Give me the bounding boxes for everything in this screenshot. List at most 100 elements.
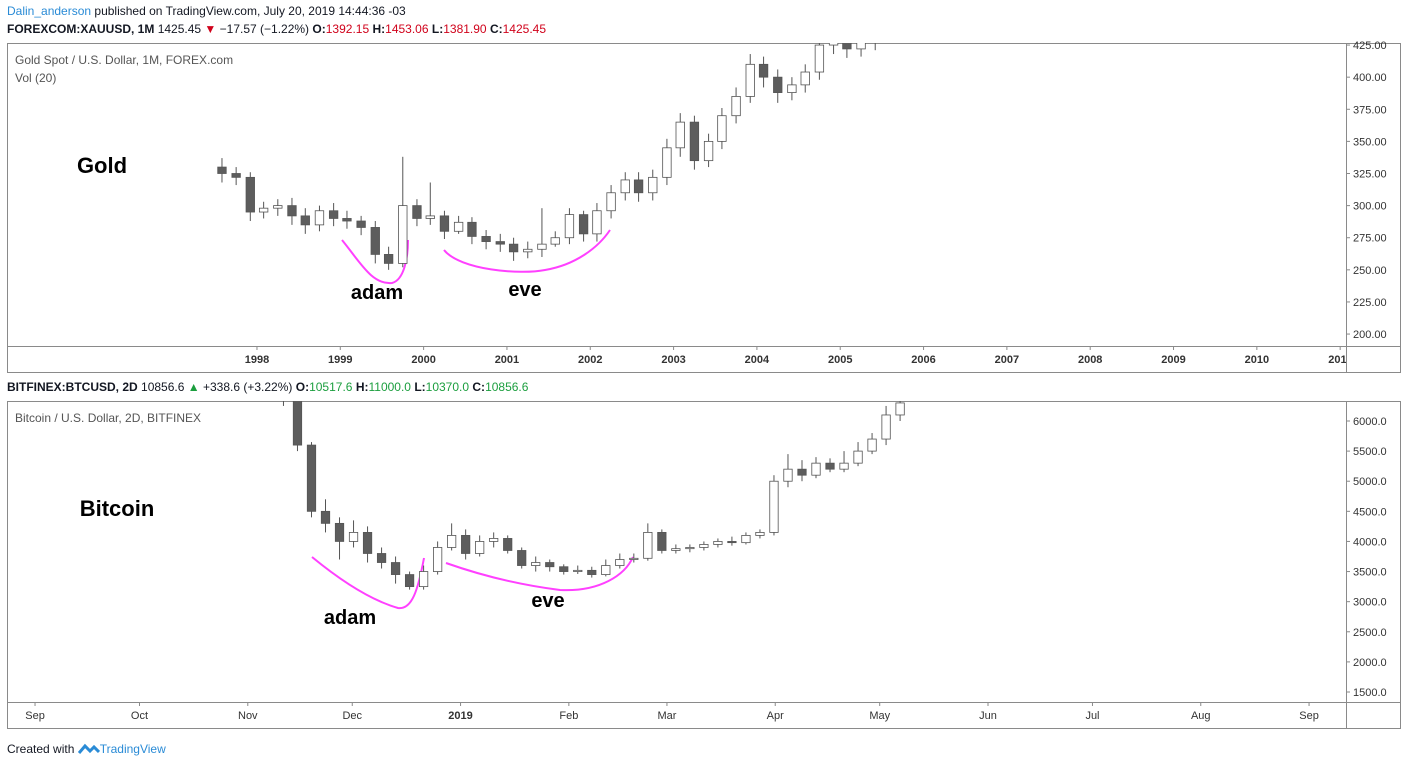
annotation: Gold [77,153,127,178]
candle-body [689,121,700,162]
y-tick-label: 275.00 [1353,233,1387,245]
candle-body [881,414,891,440]
candle-body [643,532,653,559]
candle-body [447,535,457,548]
annotation: Bitcoin [80,496,155,521]
ohlc-label: C: [472,380,486,394]
y-tick-label: 2500.0 [1353,627,1387,639]
y-tick-label: 350.00 [1353,136,1387,148]
candle-body [404,574,415,588]
y-tick-label: 2000.0 [1353,657,1387,669]
x-tick-label: 2001 [495,354,519,366]
candle-body [419,571,429,588]
candle-body [425,215,435,219]
x-tick-label: Aug [1191,710,1211,722]
ohlc-label: O: [312,22,326,36]
y-tick-label: 6000.0 [1353,416,1387,428]
candle-body [433,547,443,572]
chart-subtitle: Vol (20) [15,71,56,85]
candle-body [629,557,639,560]
author[interactable]: Dalin_anderson [7,4,92,18]
logo [77,743,100,754]
last-price: 1425.45 [157,22,202,36]
ohlc-label: H: [372,22,386,36]
x-tick-label: Sep [1299,710,1319,722]
ohlc-label: H: [355,380,369,394]
x-tick-label: 2005 [828,354,852,366]
ohlc-value: 1381.90 [443,22,487,36]
candle-body [245,176,255,213]
ohlc-label: C: [489,22,503,36]
y-tick-label: 3500.0 [1353,567,1387,579]
annotation: eve [531,590,564,612]
chart-title: Gold Spot / U.S. Dollar, 1M, FOREX.com [15,53,233,67]
candle-body [398,205,408,264]
candles [282,401,905,590]
y-tick-label: 5000.0 [1353,476,1387,488]
candle-body [717,115,727,142]
brand[interactable]: TradingView [99,742,166,756]
candle-body [292,401,303,446]
candle-body [314,210,325,226]
x-axis: Sep Oct Nov Dec 2019 Feb Mar Apr May Jun Jul Aug Sep [25,702,1319,722]
candle-body [376,553,387,563]
x-tick-label: Feb [559,710,578,722]
candle-body [517,550,527,566]
candle-body [587,569,597,575]
candle-body [755,532,765,536]
hand-drawn-curves [311,229,634,610]
arrow: ▼ [204,22,217,36]
candle-body [867,438,877,452]
candle-body [713,541,723,545]
x-tick-label: Jul [1085,710,1099,722]
candle-body [439,215,450,232]
y-tick-label: 400.00 [1353,72,1387,84]
ohlc-value: 1425.45 [502,22,547,36]
ohlc-value: 10856.6 [485,380,529,394]
annotation: eve [508,279,541,301]
y-tick-label: 225.00 [1353,297,1387,309]
x-axis: 1998 1999 2000 2001 2002 2003 2004 2005 2006 2007… [245,346,1346,366]
annotation: adam [351,282,403,304]
candle-body [475,541,485,554]
candle-body [828,43,839,46]
x-tick-label: Nov [238,710,258,722]
candle-body [703,140,714,162]
candle-body [356,220,366,228]
x-tick-label: 2019 [448,710,472,722]
arrow: ▲ [187,380,200,394]
candle-body [671,548,681,551]
chart-title: Bitcoin / U.S. Dollar, 2D, BITFINEX [15,411,201,425]
y-tick-label: 300.00 [1353,201,1387,213]
y-tick-label: 1500.0 [1353,687,1387,699]
candle-body [383,254,394,264]
candle-body [217,166,227,174]
x-tick-label: 1998 [245,354,269,366]
candle-body [461,535,471,554]
ohlc-value: 10517.6 [309,380,353,394]
candle-body [773,76,783,93]
candles [217,43,876,270]
x-tick-label: 2000 [411,354,435,366]
ohlc-value: 11000.0 [368,380,411,394]
candle-body [453,221,464,232]
candle-body [467,221,477,237]
candle-body [273,205,283,209]
candle-body [633,179,644,194]
candle-body [412,205,422,219]
ohlc-label: O: [295,380,310,394]
candle-body [839,462,849,470]
candle-body [814,44,825,73]
candle-body [758,63,769,78]
y-tick-label: 3000.0 [1353,597,1387,609]
y-tick-label: 325.00 [1353,168,1387,180]
x-tick-label: 2006 [911,354,935,366]
candle-body [495,241,505,245]
x-tick-label: Oct [131,710,148,722]
candle-body [348,532,359,542]
candle-body [300,215,310,226]
candle-body [895,402,905,416]
ohlc-label: L: [414,380,426,394]
candle-body [550,237,560,245]
